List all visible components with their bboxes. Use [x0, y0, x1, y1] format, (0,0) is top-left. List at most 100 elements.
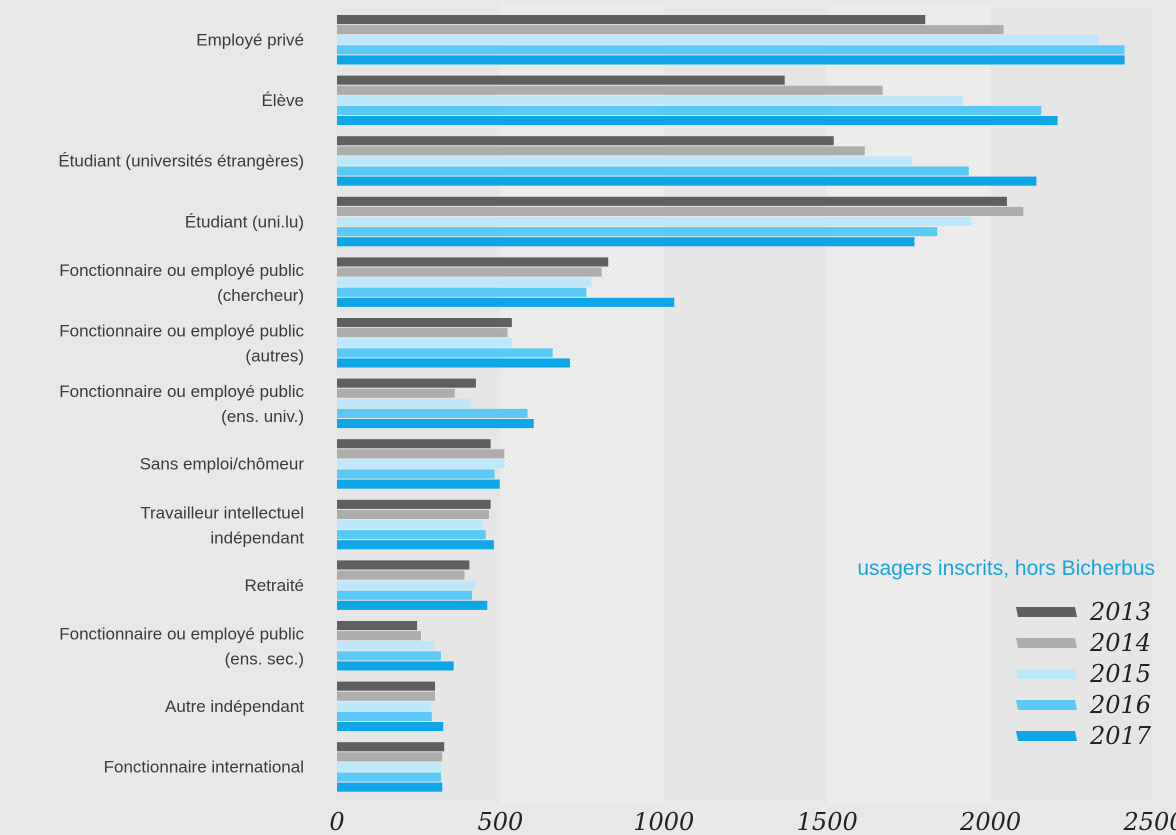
category-label: Étudiant (universités étrangères) [58, 152, 304, 171]
bar-2013 [337, 15, 926, 25]
bar-2016 [337, 772, 441, 782]
category-label: Autre indépendant [165, 697, 304, 716]
bar-2017 [337, 540, 494, 550]
bar-2013 [337, 196, 1007, 206]
bar-2014 [337, 570, 465, 580]
legend-label-2013: 2013 [1089, 598, 1151, 626]
bar-2016 [337, 590, 472, 600]
bar-2017 [337, 419, 534, 429]
bar-2014 [337, 449, 505, 459]
category-label: Fonctionnaire ou employé public (ens. uni… [59, 382, 304, 426]
x-tick-label: 2000 [959, 808, 1021, 835]
bar-2015 [337, 580, 475, 590]
bar-2017 [337, 237, 915, 247]
bar-2014 [337, 691, 436, 701]
bar-2013 [337, 318, 512, 328]
grid-band [827, 5, 991, 803]
bar-2014 [337, 388, 455, 398]
bar-2017 [337, 782, 443, 792]
x-tick-label: 1000 [633, 808, 694, 835]
legend-label-2017: 2017 [1089, 722, 1152, 750]
bar-2017 [337, 479, 500, 489]
category-label: Travailleur intellectuel indépendant [140, 503, 304, 547]
legend-swatch-2015 [1016, 669, 1077, 679]
legend: 2013 2014 2015 2016 2017 [1016, 598, 1152, 750]
bar-2017 [337, 297, 675, 307]
bar-2013 [337, 499, 491, 509]
bar-2016 [337, 166, 969, 176]
bar-2014 [337, 267, 602, 277]
bars [337, 15, 1125, 792]
legend-label-2016: 2016 [1089, 691, 1151, 719]
category-labels: Employé privé Élève Étudiant (universités … [58, 31, 304, 777]
bar-2015 [337, 459, 505, 469]
x-tick-labels: 0 500 1000 1500 2000 2500 [329, 808, 1176, 835]
legend-swatch-2014 [1016, 638, 1077, 648]
bar-2013 [337, 681, 436, 691]
bar-2016 [337, 348, 553, 358]
bar-2013 [337, 621, 418, 631]
bar-2013 [337, 560, 470, 570]
bar-2017 [337, 116, 1058, 126]
chart-caption: usagers inscrits, hors Bicherbus [857, 557, 1155, 580]
bar-2015 [337, 701, 432, 711]
bar-2014 [337, 631, 421, 641]
category-label: Fonctionnaire ou employé public (ens. sec… [59, 625, 304, 669]
bar-2015 [337, 338, 512, 348]
category-label: Fonctionnaire ou employé public (autres) [59, 322, 304, 366]
bar-2013 [337, 136, 834, 146]
bar-2015 [337, 520, 483, 530]
bar-2017 [337, 600, 488, 610]
category-label: Employé privé [196, 31, 304, 50]
legend-swatch-2016 [1016, 700, 1077, 710]
bar-2016 [337, 227, 938, 237]
bar-2015 [337, 398, 471, 408]
bar-2015 [337, 762, 441, 772]
bar-2017 [337, 55, 1125, 65]
bar-2015 [337, 217, 971, 227]
bar-2016 [337, 287, 587, 297]
bar-2016 [337, 105, 1042, 115]
bar-2016 [337, 469, 495, 479]
category-label: Retraité [244, 576, 304, 595]
category-label: Fonctionnaire ou employé public (chercheu… [59, 261, 304, 305]
bar-2016 [337, 45, 1125, 55]
bar-2015 [337, 277, 592, 287]
bar-2015 [337, 641, 435, 651]
bar-2015 [337, 35, 1099, 45]
bar-2016 [337, 530, 486, 540]
bar-2014 [337, 85, 883, 95]
bar-2013 [337, 742, 445, 752]
legend-label-2015: 2015 [1089, 660, 1151, 688]
bar-2017 [337, 722, 444, 732]
bar-2016 [337, 408, 528, 418]
category-label: Étudiant (uni.lu) [185, 212, 304, 231]
bar-2014 [337, 206, 1024, 216]
bar-2015 [337, 95, 963, 105]
x-tick-label: 1500 [797, 808, 858, 835]
bar-2013 [337, 257, 609, 267]
bar-2017 [337, 358, 571, 368]
category-label: Élève [261, 91, 304, 110]
legend-label-2014: 2014 [1089, 629, 1151, 657]
x-tick-label: 0 [329, 808, 344, 835]
legend-swatch-2013 [1016, 607, 1077, 617]
bar-2013 [337, 378, 476, 388]
bar-2017 [337, 661, 454, 671]
bar-2014 [337, 752, 443, 762]
bar-2015 [337, 156, 913, 166]
category-label: Sans emploi/chômeur [140, 455, 305, 474]
bar-2014 [337, 25, 1004, 35]
x-tick-label: 500 [477, 808, 523, 835]
category-label: Fonctionnaire international [104, 758, 304, 777]
bar-2014 [337, 328, 508, 338]
bar-2017 [337, 176, 1037, 186]
bar-2016 [337, 651, 441, 661]
bar-2016 [337, 711, 432, 721]
bar-2014 [337, 146, 865, 156]
legend-swatch-2017 [1016, 731, 1077, 741]
bar-2014 [337, 509, 489, 519]
bar-2013 [337, 439, 491, 449]
